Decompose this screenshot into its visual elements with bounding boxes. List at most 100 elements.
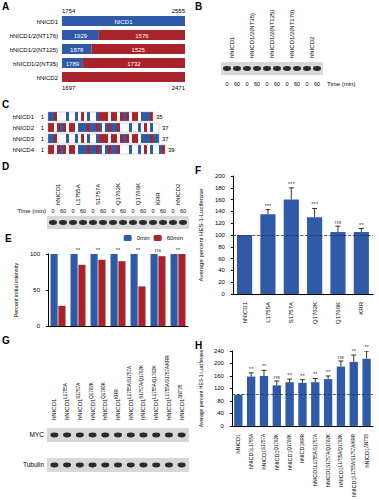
- svg-text:E: E: [5, 233, 12, 244]
- svg-text:140: 140: [215, 208, 226, 214]
- svg-text:**: **: [300, 373, 305, 379]
- svg-text:**: **: [287, 372, 292, 378]
- svg-text:Percent initial intensity: Percent initial intensity: [13, 262, 19, 317]
- svg-text:***: ***: [311, 201, 319, 207]
- svg-text:hNICD1: hNICD1: [274, 450, 280, 470]
- svg-text:ΔNT35: ΔNT35: [364, 433, 369, 448]
- svg-text:60: 60: [294, 81, 300, 87]
- svg-text:0: 0: [51, 208, 54, 214]
- svg-text:80: 80: [218, 244, 225, 250]
- svg-text:hNICD1/2(NT35): hNICD1/2(NT35): [13, 61, 58, 67]
- svg-text:ns: ns: [155, 247, 161, 253]
- svg-text:hNICD1: hNICD1: [51, 398, 57, 420]
- svg-text:120: 120: [214, 385, 225, 391]
- svg-text:1576: 1576: [135, 33, 149, 39]
- svg-text:hNICD1: hNICD1: [325, 468, 331, 488]
- svg-text:0: 0: [225, 81, 228, 87]
- svg-text:0: 0: [222, 291, 226, 297]
- svg-text:40: 40: [218, 267, 225, 273]
- svg-text:0: 0: [111, 208, 114, 214]
- svg-text:0: 0: [131, 208, 134, 214]
- svg-text:60: 60: [180, 208, 186, 214]
- svg-text:hNICD1: hNICD1: [312, 467, 318, 487]
- svg-text:0: 0: [37, 323, 41, 329]
- svg-text:100: 100: [30, 251, 41, 257]
- svg-text:S1757A/Q1762K: S1757A/Q1762K: [326, 434, 331, 468]
- svg-text:F: F: [195, 165, 201, 176]
- svg-text:**: **: [249, 366, 254, 372]
- svg-text:hNICD1: hNICD1: [55, 183, 61, 205]
- svg-text:1929: 1929: [74, 33, 88, 39]
- svg-text:60min: 60min: [167, 235, 183, 241]
- svg-text:0: 0: [221, 423, 225, 429]
- svg-text:hNICD4: hNICD4: [13, 147, 35, 153]
- svg-text:H: H: [195, 340, 202, 351]
- svg-text:hNICD1: hNICD1: [13, 114, 35, 120]
- svg-text:Average percent HES-1-Lucifera: Average percent HES-1-Luciferase: [198, 350, 204, 428]
- svg-text:37: 37: [162, 125, 169, 131]
- svg-text:1878: 1878: [70, 47, 84, 53]
- svg-text:hNICD1KRR: hNICD1KRR: [114, 388, 121, 420]
- svg-text:1789: 1789: [66, 61, 80, 67]
- svg-text:Time (min): Time (min): [18, 208, 46, 214]
- svg-text:L1755A/Q1762K: L1755A/Q1762K: [338, 434, 343, 467]
- svg-text:50: 50: [33, 287, 40, 293]
- svg-text:hNICD1: hNICD1: [229, 36, 235, 58]
- svg-text:L1755A/S1757A/KRR: L1755A/S1757A/KRR: [351, 433, 356, 477]
- svg-text:180: 180: [215, 185, 226, 191]
- svg-text:hNICD1/2(NT125): hNICD1/2(NT125): [269, 10, 275, 58]
- svg-text:hNICD2: hNICD2: [13, 125, 35, 131]
- svg-text:Q1766K: Q1766K: [135, 183, 141, 205]
- svg-text:hNICD1S1757A/Q1762K: hNICD1S1757A/Q1762K: [139, 365, 146, 420]
- svg-text:1: 1: [41, 114, 45, 120]
- svg-text:***: ***: [288, 181, 296, 187]
- svg-text:80: 80: [217, 398, 224, 404]
- svg-text:MYC: MYC: [30, 431, 45, 438]
- svg-text:20: 20: [218, 279, 225, 285]
- svg-text:L1755A: L1755A: [75, 184, 81, 205]
- svg-text:60: 60: [218, 256, 225, 262]
- svg-text:NICD1: NICD1: [114, 19, 133, 25]
- svg-text:KRR: KRR: [155, 192, 161, 205]
- svg-text:hNICD2: hNICD2: [37, 75, 59, 81]
- svg-text:hNICD1: hNICD1: [287, 450, 293, 470]
- svg-text:hNICD1: hNICD1: [242, 301, 248, 323]
- svg-text:0: 0: [151, 208, 154, 214]
- svg-text:60: 60: [80, 208, 86, 214]
- svg-text:hNICD1ΔNT35: hNICD1ΔNT35: [178, 384, 185, 420]
- svg-text:160: 160: [215, 197, 226, 203]
- svg-text:0: 0: [305, 81, 308, 87]
- svg-text:Average percent HES-1-Lucifera: Average percent HES-1-Luciferase: [198, 188, 204, 282]
- svg-text:hNICD1L1755A/Q1762K: hNICD1L1755A/Q1762K: [152, 365, 159, 420]
- svg-text:hNICD1S1757A: hNICD1S1757A: [76, 383, 83, 420]
- svg-text:60: 60: [234, 81, 240, 87]
- svg-text:**: **: [326, 369, 331, 375]
- svg-text:120: 120: [215, 220, 226, 226]
- svg-text:160: 160: [214, 373, 225, 379]
- svg-text:Tubulin: Tubulin: [23, 461, 44, 468]
- svg-text:1525: 1525: [132, 47, 146, 53]
- svg-text:240: 240: [214, 348, 225, 354]
- svg-text:**: **: [313, 371, 318, 377]
- svg-text:hNICD1Q1762K: hNICD1Q1762K: [89, 382, 96, 420]
- svg-text:***: ***: [264, 203, 272, 209]
- svg-text:hNICD1/2(NT35): hNICD1/2(NT35): [249, 13, 255, 58]
- svg-text:ns: ns: [338, 354, 344, 360]
- svg-text:2471: 2471: [172, 85, 186, 91]
- svg-text:60: 60: [60, 208, 66, 214]
- svg-text:35: 35: [156, 114, 163, 120]
- svg-text:Q1762K: Q1762K: [274, 434, 279, 451]
- svg-text:Q1762K: Q1762K: [115, 183, 121, 205]
- svg-text:2555: 2555: [172, 8, 186, 14]
- svg-text:hNICD2: hNICD2: [175, 183, 181, 205]
- svg-text:hNICD1: hNICD1: [37, 19, 59, 25]
- svg-text:hNICD1: hNICD1: [261, 450, 267, 470]
- svg-text:60: 60: [120, 208, 126, 214]
- svg-text:**: **: [136, 247, 141, 253]
- svg-text:60: 60: [160, 208, 166, 214]
- svg-text:hNICD1L1755A: hNICD1L1755A: [63, 383, 70, 420]
- svg-text:60: 60: [274, 81, 280, 87]
- svg-text:1697: 1697: [62, 85, 76, 91]
- svg-text:60: 60: [140, 208, 146, 214]
- svg-text:hNICD1: hNICD1: [248, 449, 254, 469]
